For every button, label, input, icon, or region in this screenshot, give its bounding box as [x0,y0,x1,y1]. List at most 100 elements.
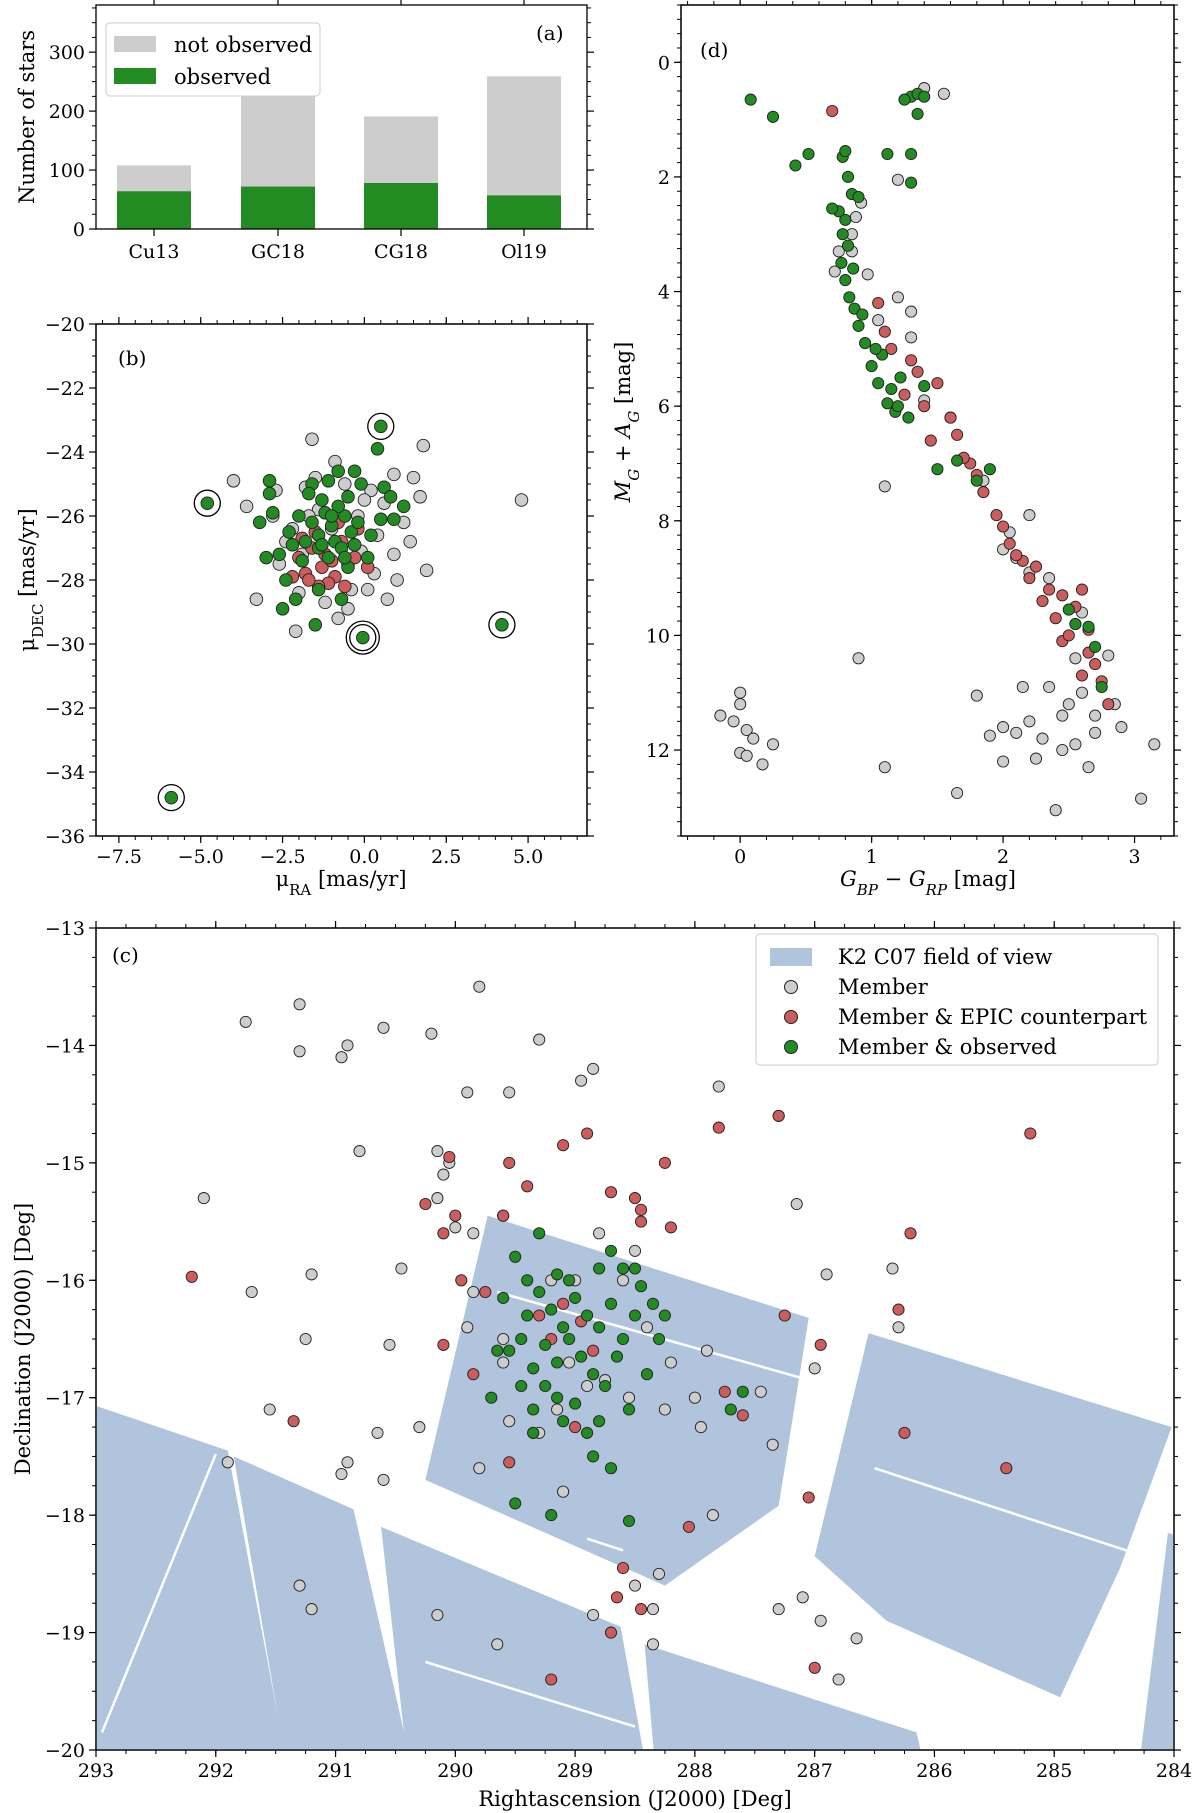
d-panel-label: (d) [700,38,728,62]
point-observed [658,1309,671,1322]
point-member [891,173,904,186]
point-member [249,592,264,606]
point-member [727,715,740,728]
d-plot-frame [680,4,1175,837]
point-observed [593,1262,606,1275]
point-observed [331,499,345,514]
point-member [1043,572,1056,585]
point-member [587,1062,600,1075]
point-epic [581,1127,594,1140]
point-member [1069,652,1082,665]
point-observed [527,1426,540,1439]
point-member [983,729,996,742]
point-member [872,314,885,327]
point-member [891,291,904,304]
point-observed [262,474,277,488]
y-tick-label: −22 [45,378,85,400]
point-epic [944,411,957,424]
a-axis-ticks: Cu13 GC18 CG18 Ol19 0 100 200 300 [49,0,594,263]
point-observed [551,1356,564,1369]
c-ccd-module [233,1456,409,1750]
point-member [646,1603,660,1616]
point-epic [904,1227,917,1240]
point-observed [951,454,964,467]
a-bars [117,76,561,229]
point-epic [616,1561,630,1575]
point-observed [905,176,918,189]
d-x-axis-label: GBP − GRP [mag] [840,867,1016,899]
point-epic [682,1520,695,1533]
point-observed [1069,617,1082,631]
x-tick-label: 290 [437,1760,473,1782]
c-legend-label-epic: Member & EPIC counterpart [838,1005,1148,1029]
point-epic [905,354,918,367]
a-x-tick-label: CG18 [374,241,428,263]
point-member [239,499,254,514]
y-tick-label: −18 [45,1505,85,1527]
c-ccd-gap [586,1537,624,1552]
point-member [551,1403,564,1416]
b-plot-frame [95,323,588,837]
point-member [449,1221,462,1234]
point-member [1010,726,1023,739]
panel-b-proper-motion: −7.5 −5.0 −2.5 0.0 2.5 5.0 −36 −34 −32 −30 −28 −26 −… [15,314,594,899]
c-legend-marker-observed [784,1040,798,1054]
point-member [473,980,486,993]
point-observed [836,228,849,241]
point-observed [539,1338,552,1351]
point-observed [581,1309,594,1322]
point-observed [321,550,336,565]
point-member [1016,680,1029,694]
a-bar-observed [117,191,191,229]
point-observed [315,538,329,552]
point-epic [826,104,839,118]
point-epic [604,1186,618,1199]
point-epic [557,1139,570,1152]
point-member [997,755,1010,768]
d-y-axis-label: MG + AG [mag] [611,342,643,504]
point-epic [1003,537,1016,550]
point-observed [865,360,878,373]
point-member [431,1608,444,1622]
c-legend: K2 C07 field of view Member Member & EPI… [755,933,1159,1066]
point-observed [485,1391,498,1404]
point-member [664,1356,677,1369]
point-member [1049,804,1062,817]
point-member [706,1509,719,1522]
point-epic [557,1297,570,1310]
point-member [575,1074,588,1087]
point-epic [449,1209,462,1222]
point-epic [338,579,352,594]
point-epic [610,1591,624,1604]
point-member [380,592,395,606]
y-tick-label: −20 [45,314,85,336]
point-observed [360,550,375,565]
point-epic [977,486,990,499]
a-x-tick-label: GC18 [251,241,305,263]
point-observed [905,147,918,161]
point-observed [347,538,362,552]
point-epic [990,509,1003,522]
x-tick-label: 292 [198,1760,234,1782]
y-tick-label: 10 [646,625,670,647]
point-epic [1062,629,1075,642]
point-member [808,1362,821,1375]
point-epic [1000,1462,1013,1475]
point-observed [736,1385,749,1398]
point-member [341,1039,354,1052]
point-member [700,1344,713,1357]
point-member [335,1051,348,1064]
point-member [587,1608,600,1622]
point-epic [898,1426,911,1439]
point-member [937,87,950,100]
point-epic [419,1197,432,1211]
point-observed [387,512,401,526]
point-observed [509,1497,522,1510]
x-tick-label: −2.5 [260,846,306,868]
point-member [1029,752,1043,765]
point-member [431,1145,444,1158]
point-epic [1102,698,1115,711]
point-observed [495,618,509,632]
point-observed [374,419,388,434]
y-tick-label: 4 [658,282,670,304]
